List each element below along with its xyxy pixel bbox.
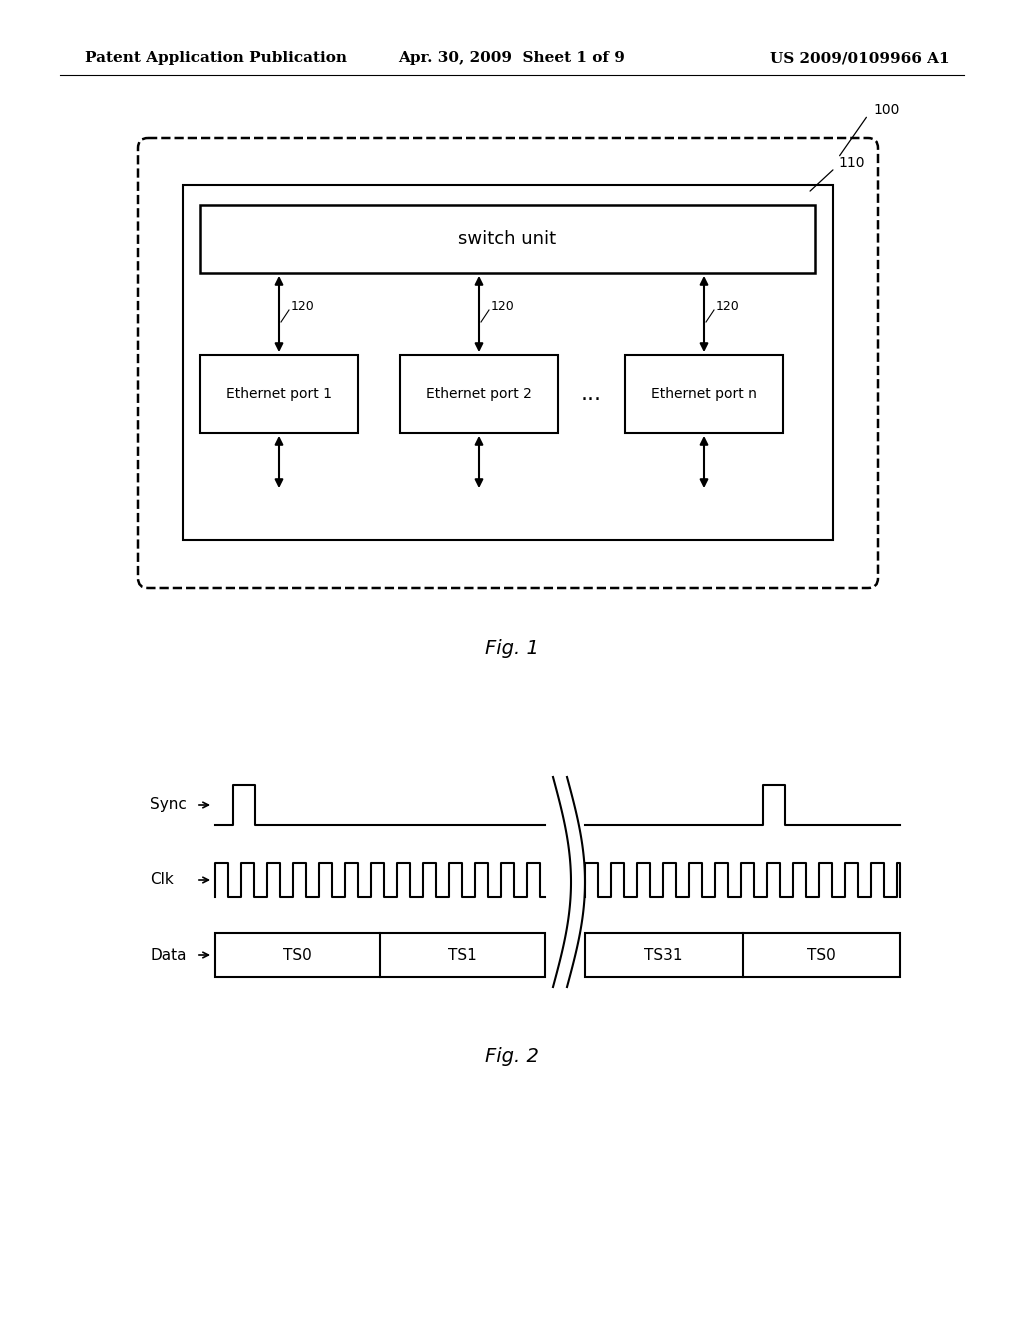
Text: Ethernet port n: Ethernet port n: [651, 387, 757, 401]
Text: ...: ...: [581, 384, 602, 404]
Bar: [183, 185, 833, 540]
Bar: [200, 205, 815, 273]
Text: Data: Data: [150, 948, 186, 962]
Text: TS0: TS0: [807, 948, 836, 962]
Text: Ethernet port 1: Ethernet port 1: [226, 387, 332, 401]
Text: Sync: Sync: [150, 797, 186, 813]
Text: US 2009/0109966 A1: US 2009/0109966 A1: [770, 51, 950, 65]
Text: Fig. 1: Fig. 1: [485, 639, 539, 657]
Bar: [625, 355, 783, 433]
Text: 120: 120: [291, 300, 314, 313]
Text: switch unit: switch unit: [459, 230, 557, 248]
Bar: [215, 933, 545, 977]
Bar: [200, 355, 358, 433]
Text: Fig. 2: Fig. 2: [485, 1048, 539, 1067]
Text: TS0: TS0: [283, 948, 312, 962]
Bar: [400, 355, 558, 433]
Text: TS1: TS1: [449, 948, 477, 962]
FancyBboxPatch shape: [138, 139, 878, 587]
Text: 120: 120: [716, 300, 739, 313]
Text: Apr. 30, 2009  Sheet 1 of 9: Apr. 30, 2009 Sheet 1 of 9: [398, 51, 626, 65]
Text: Ethernet port 2: Ethernet port 2: [426, 387, 531, 401]
Text: Clk: Clk: [150, 873, 174, 887]
Text: 120: 120: [490, 300, 515, 313]
Bar: [585, 933, 900, 977]
Text: TS31: TS31: [644, 948, 683, 962]
Text: Patent Application Publication: Patent Application Publication: [85, 51, 347, 65]
Text: 100: 100: [873, 103, 899, 117]
Text: 110: 110: [838, 156, 864, 170]
